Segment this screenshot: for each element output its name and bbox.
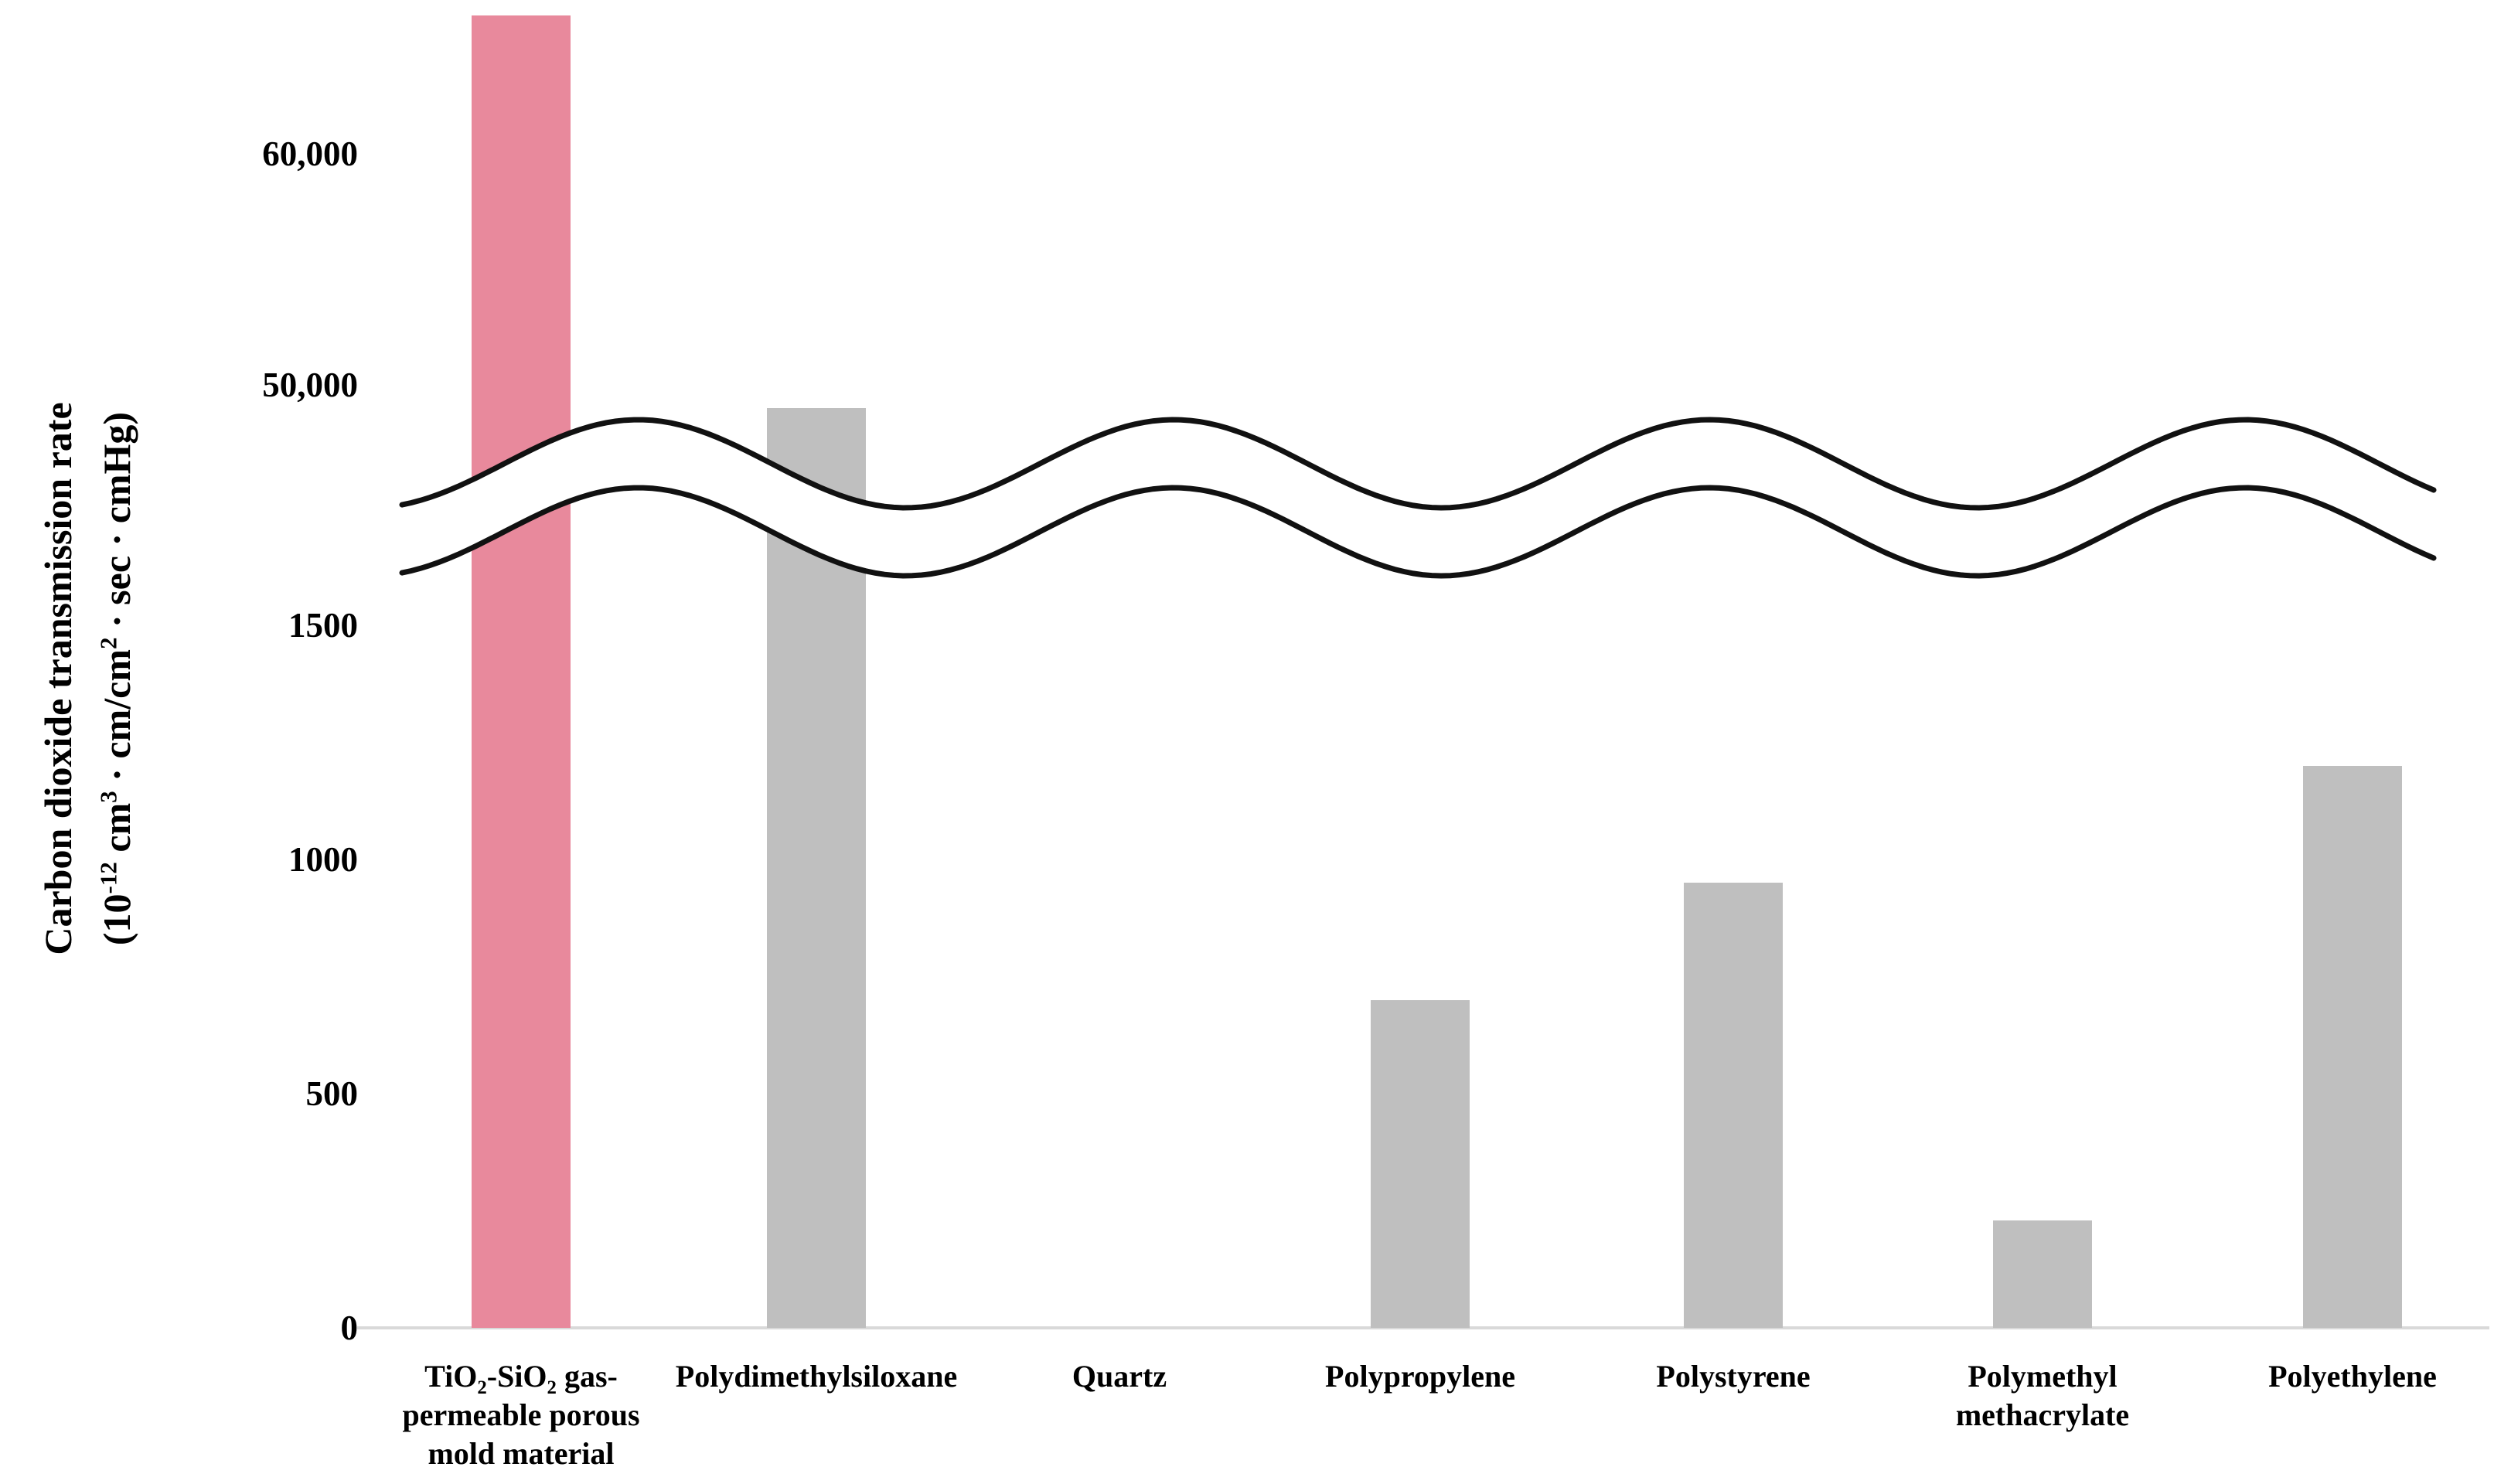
x-axis-baseline	[357, 1326, 2489, 1329]
x-category-label: Quartz	[1072, 1359, 1167, 1394]
x-category-label: Polydimethylsiloxane	[675, 1359, 958, 1394]
bar-tio2-sio2-gas-permeable-porous-mold-material	[472, 15, 571, 1328]
axis-break-band	[402, 420, 2434, 576]
y-tick-label: 1500	[288, 606, 358, 645]
y-tick-label: 60,000	[262, 134, 358, 173]
axis-break-lower-line	[399, 485, 2437, 579]
y-tick-label: 50,000	[262, 366, 358, 404]
bar-polypropylene	[1371, 999, 1470, 1328]
bar-polydimethylsiloxane	[767, 407, 866, 1328]
x-category-label: Polymethyl methacrylate	[1955, 1359, 2130, 1432]
y-tick-label: 1000	[288, 840, 358, 879]
axis-break-upper-line	[399, 417, 2437, 511]
y-axis-title: Carbon dioxide transmission rate (10-12 …	[29, 176, 149, 1181]
y-tick-label: 0	[340, 1309, 359, 1347]
x-category-label: Polypropylene	[1325, 1359, 1515, 1394]
bar-polyethylene	[2303, 765, 2402, 1328]
bar-polymethyl-methacrylate	[1993, 1220, 2092, 1328]
x-category-label: Polyethylene	[2268, 1359, 2437, 1394]
bar-polystyrene	[1684, 883, 1783, 1328]
x-category-label: TiO2-SiO2 gas-permeable porous mold mater…	[402, 1359, 640, 1471]
y-tick-label: 500	[305, 1074, 359, 1113]
y-axis-title-line1: Carbon dioxide transmission rate	[36, 402, 80, 955]
x-category-label: Polystyrene	[1656, 1359, 1811, 1394]
y-axis-title-line2: (10-12 cm3 · cm/cm2 · sec · cmHg)	[94, 411, 138, 946]
